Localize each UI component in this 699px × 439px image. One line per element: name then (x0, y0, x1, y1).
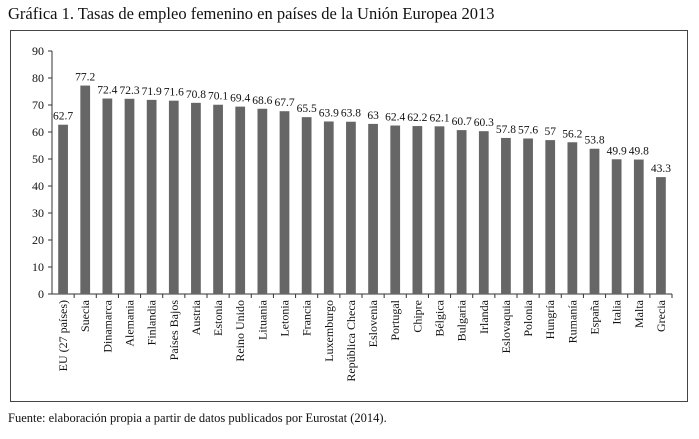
bar (146, 99, 157, 295)
bar (390, 125, 401, 295)
data-label: 71.9 (142, 86, 162, 98)
data-label: 62.7 (53, 111, 73, 123)
bar (124, 98, 135, 294)
data-label: 69.4 (230, 93, 250, 105)
x-tick-label: Eslovenia (366, 299, 380, 347)
data-label: 70.1 (208, 91, 228, 103)
y-tick-label: 90 (32, 44, 44, 58)
y-tick-label: 70 (32, 98, 44, 112)
x-tick-label: República Checa (344, 299, 358, 381)
bar (279, 111, 290, 295)
y-tick-label: 0 (38, 287, 44, 301)
source-note: Fuente: elaboración propia a partir de d… (8, 411, 387, 425)
y-tick-label: 80 (32, 71, 44, 85)
x-tick-label: Hungría (543, 299, 557, 339)
data-label: 53.8 (584, 135, 604, 147)
bar (611, 159, 622, 294)
data-label: 62.4 (385, 112, 405, 124)
x-tick-label: Lituania (255, 299, 269, 340)
bar (567, 142, 578, 294)
x-tick-label: Portugal (388, 299, 402, 340)
data-label: 62.1 (429, 112, 449, 124)
chart-title: Gráfica 1. Tasas de empleo femenino en p… (8, 4, 495, 23)
x-tick-label: Alemania (123, 299, 137, 346)
bar (368, 123, 378, 295)
bar (478, 131, 489, 294)
data-label: 60.3 (474, 117, 494, 129)
data-label: 62.2 (407, 112, 427, 124)
data-label: 63 (367, 110, 379, 122)
x-tick-label: Bélgica (433, 299, 447, 336)
y-tick-label: 30 (32, 206, 44, 220)
x-tick-label: España (588, 299, 602, 334)
y-tick-label: 50 (32, 152, 44, 166)
bar (58, 124, 68, 295)
data-label: 57.6 (518, 124, 538, 136)
x-tick-label: EU (27 países) (56, 300, 70, 371)
bar (545, 140, 556, 294)
bar (633, 159, 644, 294)
data-label: 72.4 (97, 85, 117, 97)
x-tick-label: Polonia (521, 299, 535, 336)
bar (589, 148, 600, 294)
data-label: 71.6 (164, 87, 184, 99)
bar (301, 117, 312, 295)
x-tick-label: Letonia (278, 299, 292, 336)
data-label: 60.7 (452, 116, 472, 128)
x-tick-label: Chipre (410, 300, 424, 333)
y-tick-label: 20 (32, 233, 44, 247)
x-tick-label: Luxemburgo (322, 300, 336, 362)
data-label: 63.8 (341, 108, 361, 120)
data-label: 70.8 (186, 89, 206, 101)
bar (191, 102, 201, 294)
x-tick-label: Finlandia (145, 299, 159, 345)
x-tick-label: Irlanda (477, 299, 491, 334)
x-tick-label: Reino Unido (233, 300, 247, 362)
data-label: 49.9 (607, 145, 627, 157)
bar (523, 138, 533, 294)
bar (323, 121, 334, 294)
y-tick-label: 40 (32, 179, 44, 193)
data-label: 57.8 (496, 124, 516, 136)
bar (80, 85, 91, 294)
bar (213, 104, 223, 294)
x-tick-label: Rumanía (565, 299, 579, 343)
bar (257, 108, 268, 294)
data-label: 65.5 (297, 103, 317, 115)
x-tick-label: Bulgaria (455, 299, 469, 341)
bar (168, 100, 179, 295)
y-tick-label: 10 (32, 260, 44, 274)
bar (501, 137, 511, 294)
bar (434, 126, 445, 294)
x-tick-label: Países Bajos (167, 300, 181, 361)
data-label: 57 (544, 126, 556, 138)
x-tick-label: Italia (610, 299, 624, 324)
data-label: 56.2 (562, 128, 582, 140)
data-label: 43.3 (651, 163, 671, 175)
x-tick-label: Malta (632, 299, 646, 328)
x-tick-label: Dinamarca (100, 299, 114, 352)
bar (235, 106, 246, 295)
x-tick-label: Eslovaquia (499, 299, 513, 353)
x-tick-label: Austria (189, 299, 203, 335)
data-label: 68.6 (252, 95, 272, 107)
data-label: 49.8 (629, 146, 649, 158)
bar (656, 177, 666, 294)
data-label: 67.7 (274, 97, 294, 109)
x-tick-label: Grecia (654, 299, 668, 332)
bar (102, 98, 113, 295)
bar (346, 121, 356, 295)
bar (456, 130, 467, 294)
data-label: 72.3 (119, 85, 139, 97)
chart-frame (10, 30, 688, 402)
y-tick-label: 60 (32, 125, 44, 139)
data-label: 77.2 (75, 72, 95, 84)
x-tick-label: Suecia (78, 299, 92, 332)
x-tick-label: Francia (300, 299, 314, 336)
data-label: 63.9 (319, 107, 339, 119)
x-tick-label: Estonia (211, 299, 225, 336)
bar (412, 126, 423, 294)
